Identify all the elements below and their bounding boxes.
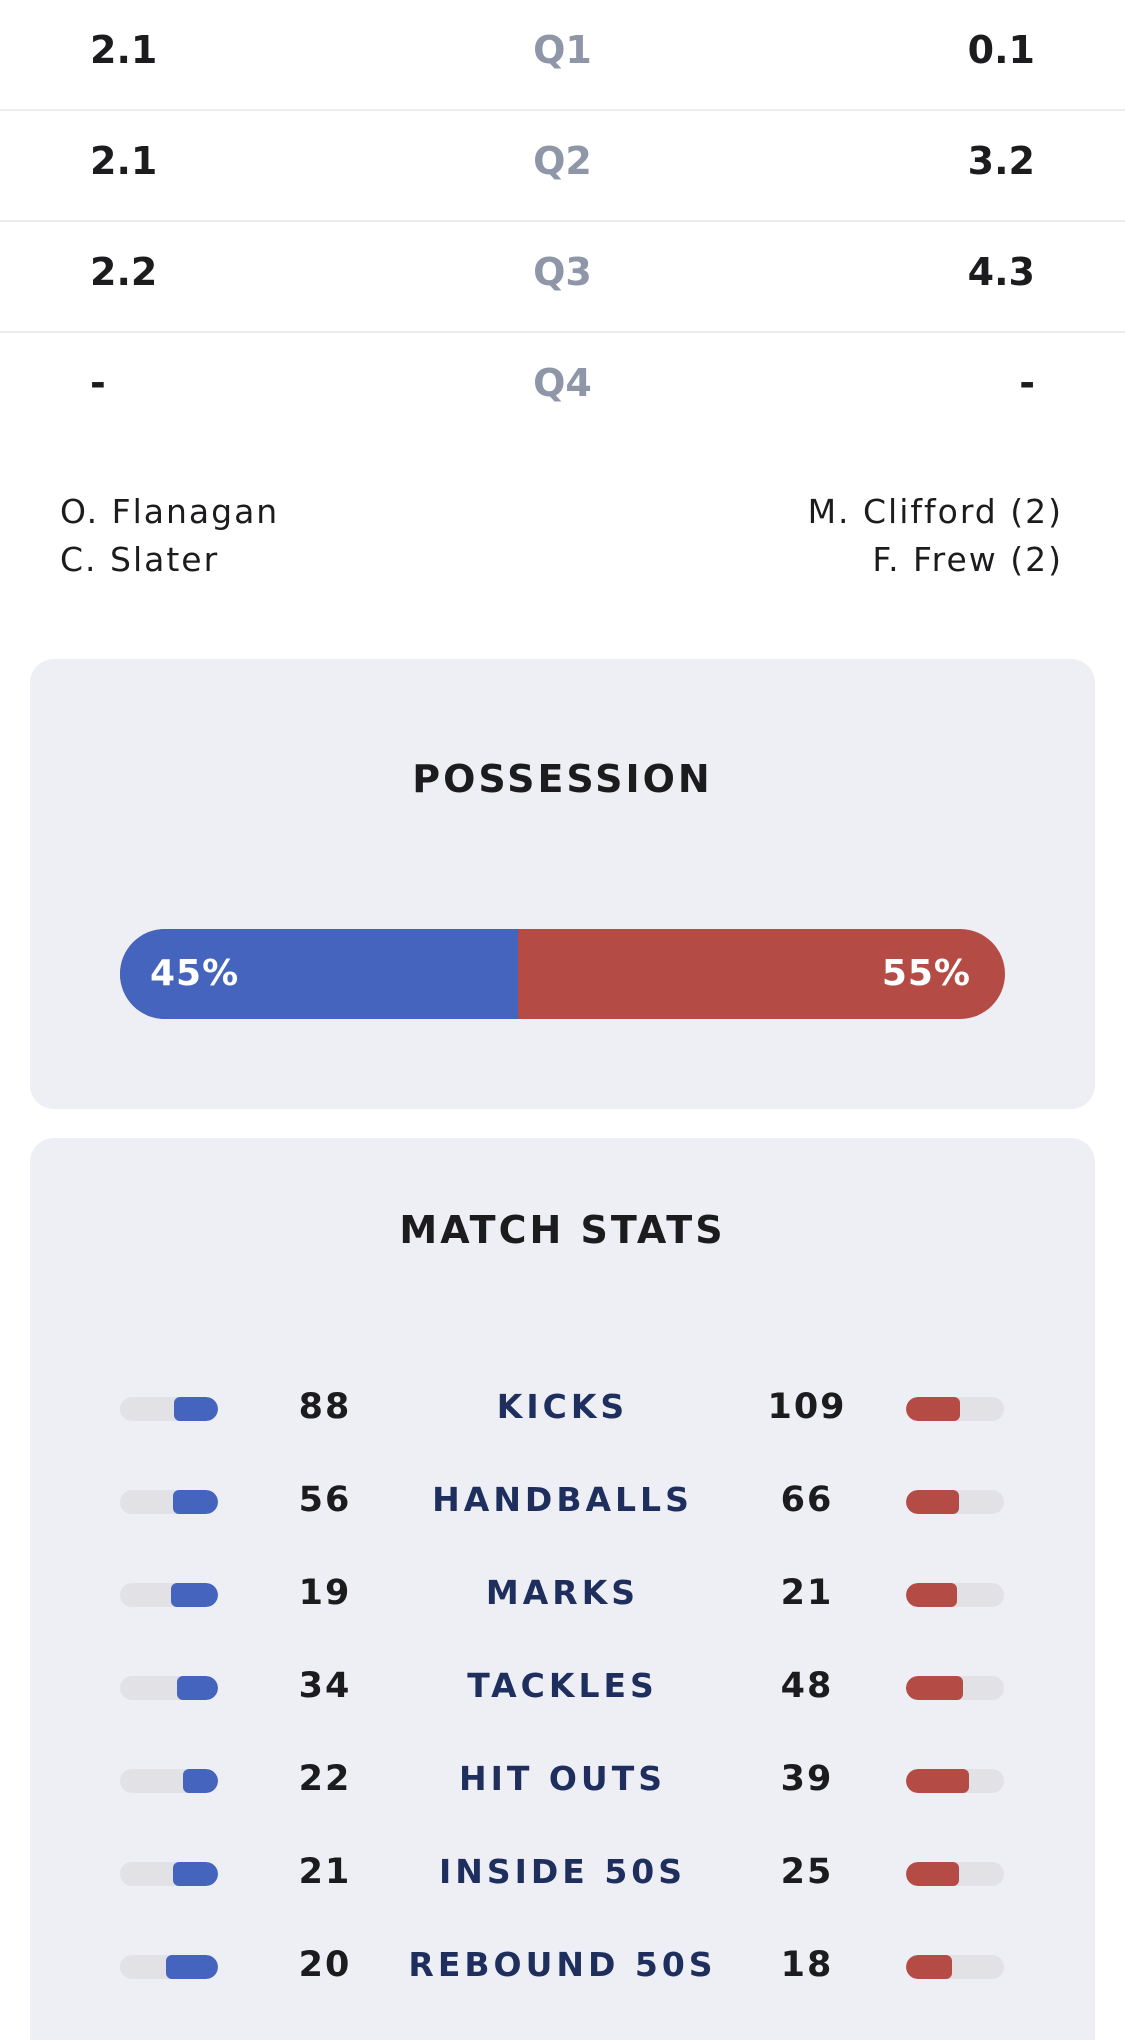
- away-stat-fill: [906, 1676, 964, 1700]
- quarter-row: 2.2 Q3 4.3: [0, 222, 1125, 333]
- match-stats-card: MATCH STATS 88 KICKS 109 56 HANDBALLS 66…: [30, 1138, 1095, 2040]
- away-goal-scorers: M. Clifford (2) F. Frew (2): [808, 488, 1063, 584]
- home-stat-fill: [182, 1769, 218, 1793]
- home-stat-fill: [173, 1490, 218, 1514]
- away-stat-value: 109: [767, 1387, 847, 1427]
- stat-label: MARKS: [485, 1573, 640, 1612]
- stat-row-inside-50s: 21 INSIDE 50S 25: [30, 1840, 1095, 1933]
- home-stat-fill: [171, 1583, 218, 1607]
- stat-row-marks: 19 MARKS 21: [30, 1561, 1095, 1654]
- home-possession-label: 45%: [150, 953, 240, 994]
- home-stat-fill: [166, 1955, 218, 1979]
- away-stat-bar: [906, 1490, 1004, 1514]
- home-quarter-score: 2.1: [90, 28, 158, 72]
- home-stat-value: 88: [298, 1387, 352, 1427]
- away-scorer[interactable]: F. Frew (2): [872, 540, 1063, 579]
- away-stat-fill: [906, 1862, 960, 1886]
- away-stat-value: 25: [780, 1852, 834, 1892]
- home-stat-bar: [120, 1769, 218, 1793]
- home-stat-value: 20: [298, 1945, 352, 1985]
- stat-row-hit-outs: 22 HIT OUTS 39: [30, 1747, 1095, 1840]
- stat-row-kicks: 88 KICKS 109: [30, 1375, 1095, 1468]
- home-stat-value: 56: [298, 1480, 352, 1520]
- stat-row-handballs: 56 HANDBALLS 66: [30, 1468, 1095, 1561]
- possession-title: POSSESSION: [412, 757, 713, 801]
- away-stat-fill: [906, 1955, 953, 1979]
- quarter-label: Q1: [533, 28, 592, 72]
- home-stat-value: 19: [298, 1573, 352, 1613]
- home-scorer[interactable]: C. Slater: [60, 540, 220, 579]
- goal-scorers: O. Flanagan C. Slater M. Clifford (2) F.…: [0, 488, 1125, 588]
- home-stat-value: 22: [298, 1759, 352, 1799]
- home-stat-fill: [173, 1862, 218, 1886]
- stat-list: 88 KICKS 109 56 HANDBALLS 66 19 MARKS 21…: [30, 1375, 1095, 2026]
- away-stat-value: 21: [780, 1573, 834, 1613]
- away-quarter-score: -: [1019, 361, 1035, 405]
- away-stat-value: 39: [780, 1759, 834, 1799]
- away-stat-fill: [906, 1583, 958, 1607]
- quarter-row: 2.1 Q1 0.1: [0, 0, 1125, 111]
- away-quarter-score: 0.1: [967, 28, 1035, 72]
- away-stat-bar: [906, 1583, 1004, 1607]
- quarter-scores-table: 2.1 Q1 0.1 2.1 Q2 3.2 2.2 Q3 4.3 - Q4 -: [0, 0, 1125, 444]
- home-stat-bar: [120, 1862, 218, 1886]
- stat-label: HANDBALLS: [432, 1480, 693, 1519]
- home-stat-bar: [120, 1397, 218, 1421]
- away-scorer[interactable]: M. Clifford (2): [807, 492, 1063, 531]
- home-stat-bar: [120, 1955, 218, 1979]
- possession-bar: 45% 55%: [120, 929, 1005, 1019]
- away-quarter-score: 3.2: [967, 139, 1035, 183]
- away-stat-bar: [906, 1397, 1004, 1421]
- stat-label: INSIDE 50S: [438, 1852, 687, 1891]
- home-stat-value: 21: [298, 1852, 352, 1892]
- away-stat-bar: [906, 1769, 1004, 1793]
- home-stat-bar: [120, 1676, 218, 1700]
- stat-label: HIT OUTS: [458, 1759, 667, 1798]
- possession-card: POSSESSION 45% 55%: [30, 659, 1095, 1109]
- away-stat-value: 18: [780, 1945, 834, 1985]
- stat-label: TACKLES: [467, 1666, 658, 1705]
- home-stat-fill: [174, 1397, 218, 1421]
- away-quarter-score: 4.3: [967, 250, 1035, 294]
- quarter-row: - Q4 -: [0, 333, 1125, 444]
- away-stat-fill: [906, 1397, 961, 1421]
- away-stat-bar: [906, 1862, 1004, 1886]
- home-quarter-score: 2.2: [90, 250, 158, 294]
- away-stat-bar: [906, 1676, 1004, 1700]
- home-stat-value: 34: [298, 1666, 352, 1706]
- away-stat-value: 48: [780, 1666, 834, 1706]
- home-stat-bar: [120, 1490, 218, 1514]
- quarter-label: Q3: [533, 250, 592, 294]
- away-possession-label: 55%: [881, 953, 971, 994]
- stat-row-rebound-50s: 20 REBOUND 50S 18: [30, 1933, 1095, 2026]
- home-scorer[interactable]: O. Flanagan: [60, 492, 280, 531]
- away-stat-fill: [906, 1769, 969, 1793]
- away-stat-bar: [906, 1955, 1004, 1979]
- quarter-row: 2.1 Q2 3.2: [0, 111, 1125, 222]
- home-stat-bar: [120, 1583, 218, 1607]
- away-stat-value: 66: [780, 1480, 834, 1520]
- home-quarter-score: 2.1: [90, 139, 158, 183]
- away-stat-fill: [906, 1490, 960, 1514]
- home-possession-fill: [120, 929, 519, 1019]
- stat-row-tackles: 34 TACKLES 48: [30, 1654, 1095, 1747]
- home-stat-fill: [177, 1676, 218, 1700]
- quarter-label: Q2: [533, 139, 592, 183]
- quarter-label: Q4: [533, 361, 592, 405]
- match-stats-title: MATCH STATS: [399, 1208, 726, 1252]
- stat-label: REBOUND 50S: [408, 1945, 717, 1984]
- home-quarter-score: -: [90, 361, 106, 405]
- stat-label: KICKS: [496, 1387, 629, 1426]
- home-goal-scorers: O. Flanagan C. Slater: [60, 488, 279, 584]
